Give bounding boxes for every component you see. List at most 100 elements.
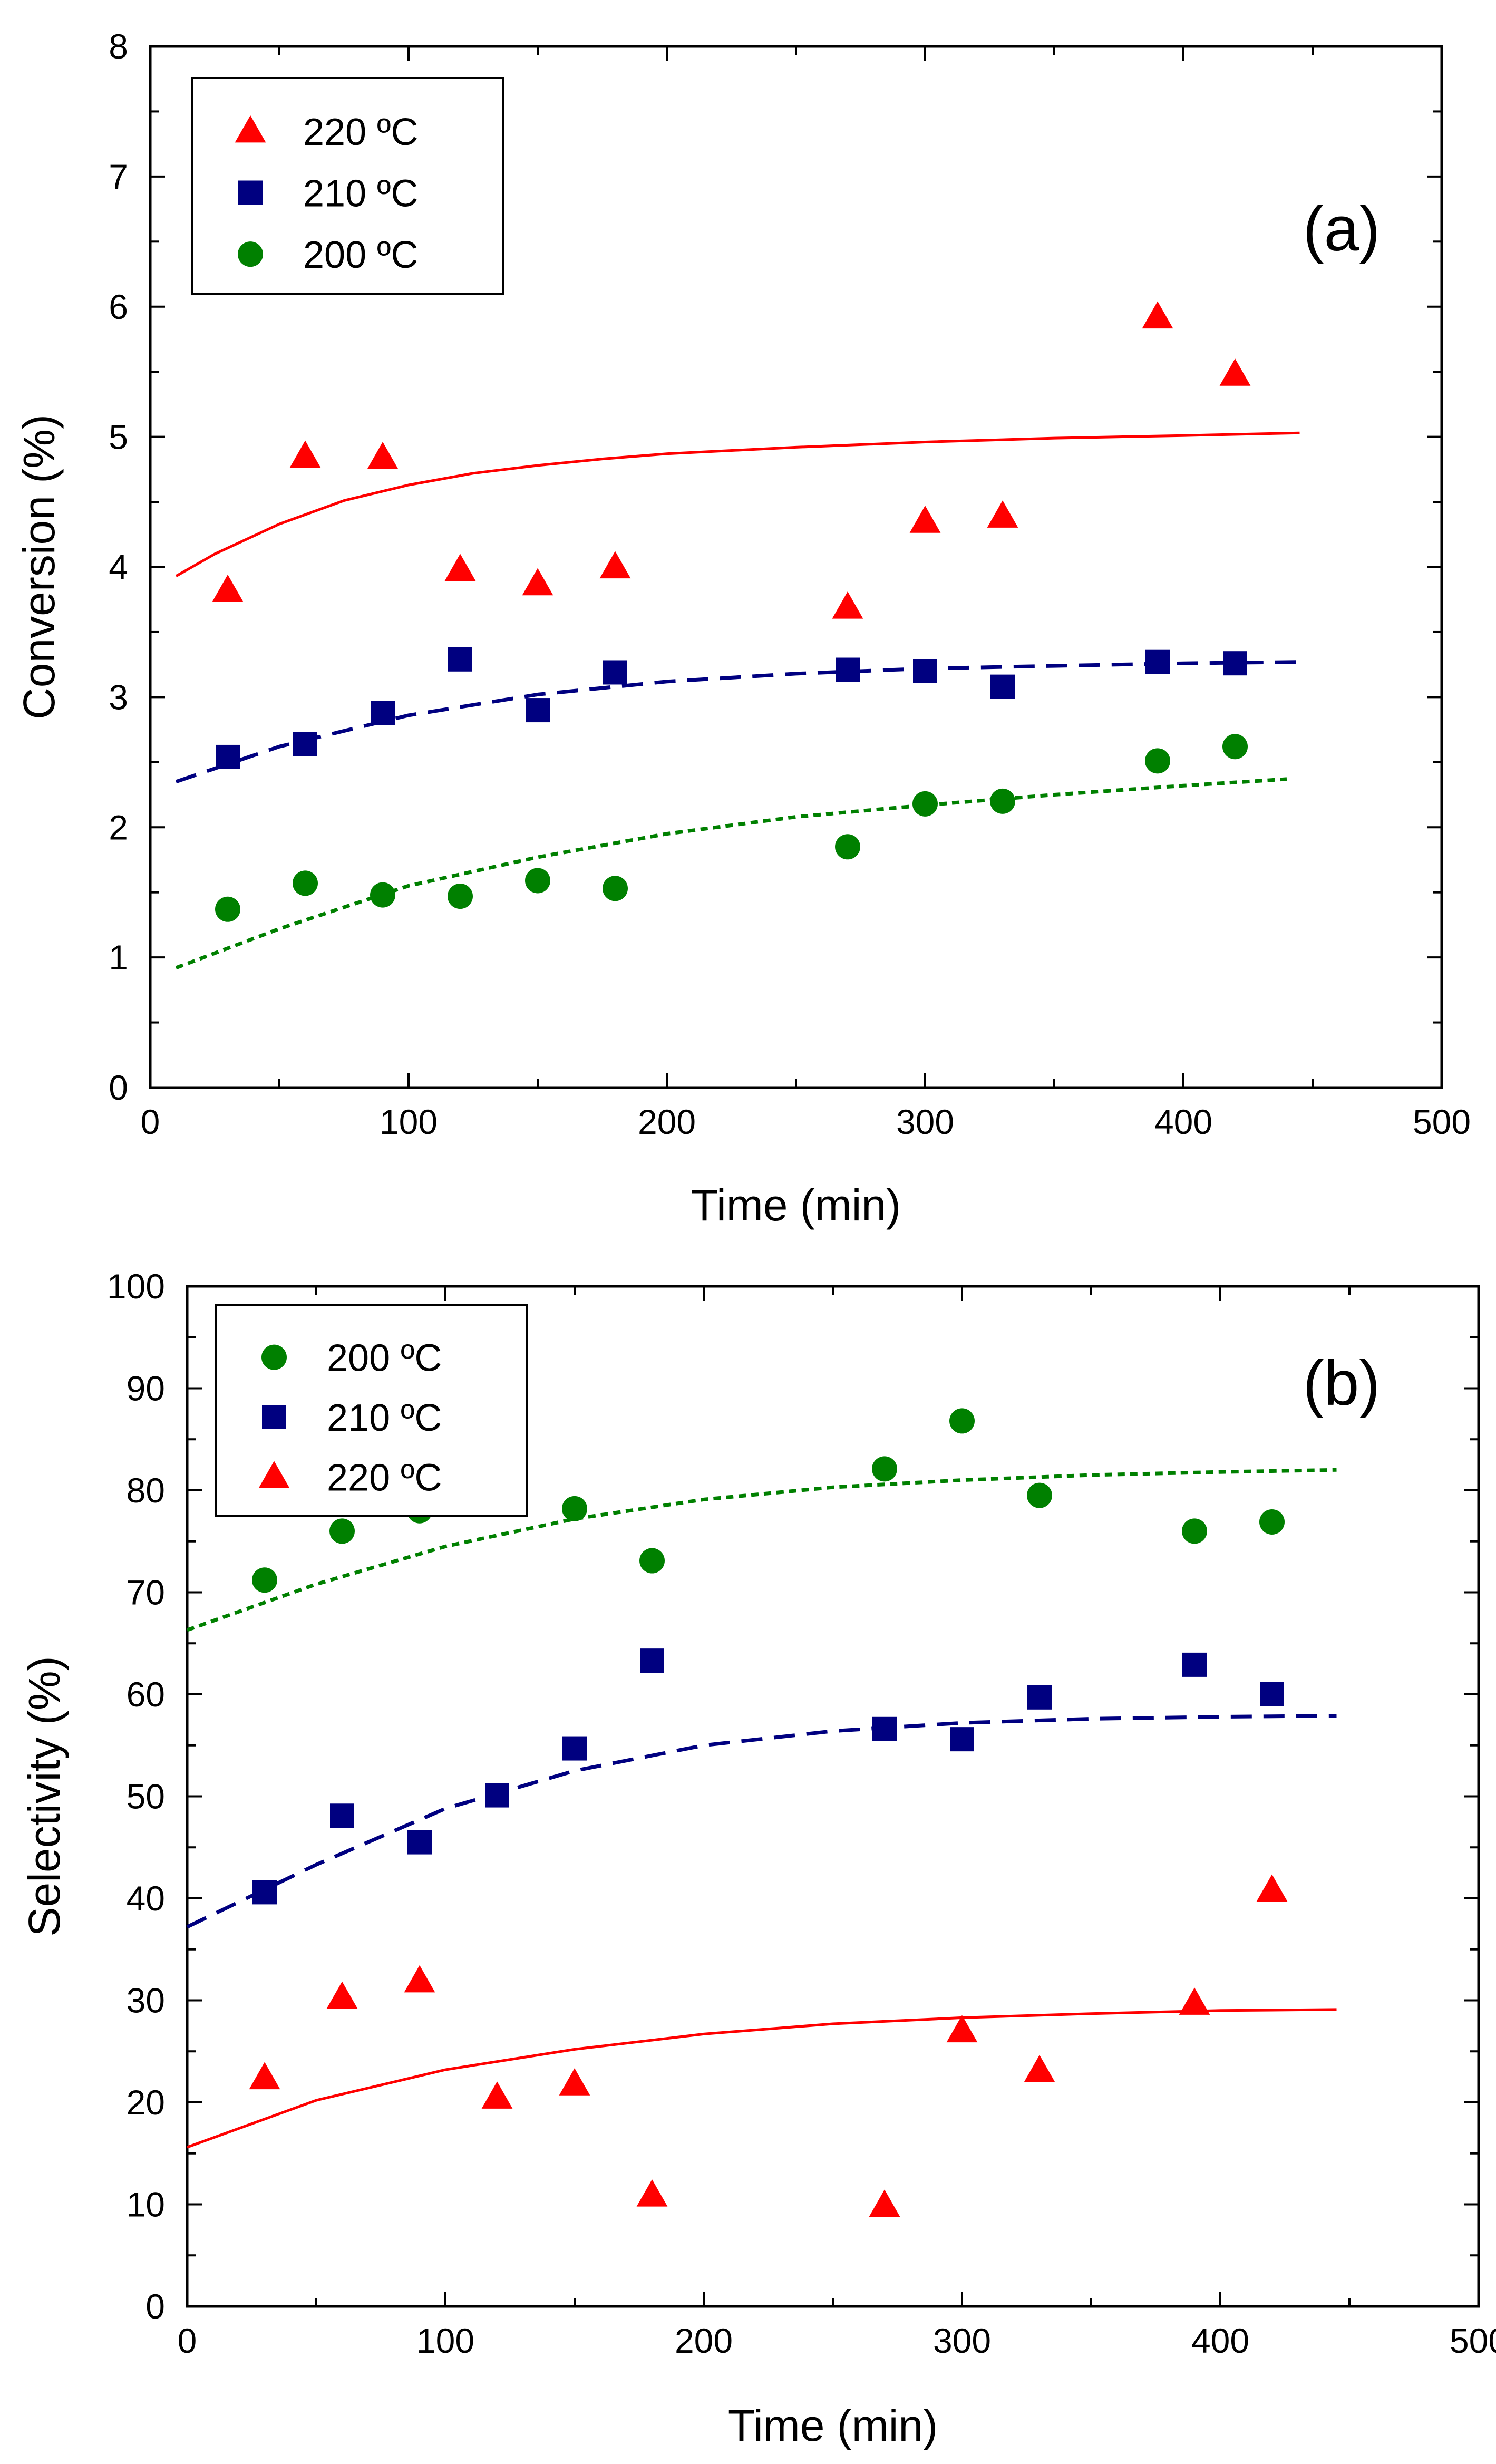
y-tick-label: 3 [109, 677, 128, 716]
series-square [175, 647, 1300, 784]
legend-marker [238, 180, 263, 205]
legend-marker [261, 1344, 287, 1370]
legend-label: 200 ºC [303, 234, 418, 276]
x-tick-label: 0 [178, 2321, 197, 2360]
series-square [186, 1648, 1337, 1929]
data-point [215, 896, 240, 922]
data-point [249, 2062, 280, 2090]
y-tick-label: 100 [107, 1267, 165, 1306]
data-point [407, 1830, 432, 1855]
data-point [252, 1567, 277, 1593]
data-point [836, 657, 860, 682]
panel-label: (b) [1303, 1348, 1381, 1419]
x-tick-label: 100 [380, 1102, 438, 1141]
data-point [1260, 1682, 1284, 1706]
data-point [949, 1408, 975, 1434]
series-triangle [175, 301, 1300, 619]
x-tick-label: 300 [933, 2321, 991, 2360]
y-axis-label: Conversion (%) [14, 414, 64, 720]
data-point [293, 732, 317, 756]
data-point [1027, 1482, 1052, 1508]
x-tick-label: 0 [141, 1102, 160, 1141]
data-point [404, 1965, 435, 1993]
series-circle [175, 734, 1287, 970]
y-tick-label: 80 [127, 1471, 165, 1510]
data-point [216, 744, 240, 769]
fit-line [186, 1714, 1337, 1929]
data-point [1182, 1518, 1207, 1544]
y-tick-label: 20 [127, 2083, 165, 2122]
data-point [832, 591, 863, 619]
data-point [525, 868, 550, 894]
y-tick-label: 8 [109, 27, 128, 66]
x-tick-label: 500 [1413, 1102, 1471, 1141]
x-axis-label: Time (min) [728, 2401, 938, 2450]
data-point [869, 2189, 900, 2217]
data-point [1179, 1987, 1210, 2015]
data-point [444, 554, 476, 581]
data-point [636, 2179, 668, 2207]
panel-label: (a) [1303, 193, 1381, 264]
data-point [1027, 1685, 1052, 1710]
legend: 200 ºC 210 ºC 220 ºC [215, 1304, 528, 1517]
data-point [1259, 1509, 1285, 1535]
legend-marker [262, 1405, 286, 1429]
y-tick-label: 70 [127, 1573, 165, 1612]
y-tick-label: 5 [109, 418, 128, 457]
chart-b-selectivity: 0 100 200 300 400 500 0 10 20 30 40 50 60 70 80 90 100 Ti… [20, 1267, 1496, 2450]
legend: 220 ºC 210 ºC 200 ºC [191, 77, 504, 295]
x-tick-label: 100 [416, 2321, 474, 2360]
y-tick-label: 0 [109, 1068, 128, 1107]
data-point [640, 1648, 664, 1673]
x-tick-label: 300 [896, 1102, 954, 1141]
fit-line [186, 1468, 1337, 1632]
fit-line [187, 2008, 1337, 2149]
data-point [326, 1981, 358, 2009]
data-point [448, 884, 473, 909]
legend-label: 200 ºC [327, 1337, 442, 1380]
data-point [987, 500, 1018, 528]
data-point [990, 674, 1015, 699]
legend-marker [238, 241, 263, 267]
y-tick-label: 10 [127, 2185, 165, 2224]
data-point [1222, 734, 1248, 760]
y-tick-label: 4 [109, 548, 128, 587]
legend-label: 210 ºC [303, 173, 418, 215]
data-point [212, 574, 244, 602]
data-point [603, 660, 627, 685]
legend-label: 220 ºC [303, 111, 418, 153]
data-point [448, 647, 472, 672]
data-point [252, 1880, 277, 1905]
x-tick-label: 400 [1191, 2321, 1249, 2360]
series-triangle [187, 1874, 1337, 2217]
y-tick-label: 1 [109, 938, 128, 977]
data-point [835, 834, 860, 860]
y-axis-label: Selectivity (%) [20, 1656, 69, 1936]
legend-marker [235, 115, 266, 143]
y-tick-label: 7 [109, 157, 128, 196]
data-point [1256, 1874, 1288, 1902]
fit-line [175, 431, 1300, 577]
data-point [913, 659, 937, 683]
fit-line [175, 777, 1287, 970]
data-point [371, 701, 395, 725]
fit-line [175, 660, 1300, 784]
data-point [1142, 301, 1173, 329]
x-axis-label: Time (min) [691, 1180, 901, 1230]
y-tick-label: 6 [109, 287, 128, 326]
data-point [330, 1803, 354, 1828]
y-tick-label: 90 [127, 1369, 165, 1408]
data-point [1145, 649, 1170, 674]
data-point [909, 506, 941, 533]
data-point [562, 1496, 587, 1521]
y-tick-label: 40 [127, 1879, 165, 1918]
data-point [872, 1456, 897, 1482]
data-point [526, 698, 550, 723]
data-point [872, 1716, 897, 1741]
data-point [599, 551, 631, 579]
data-point [367, 442, 399, 469]
legend-label: 220 ºC [327, 1457, 442, 1499]
data-point [946, 2015, 978, 2043]
data-point [639, 1548, 665, 1574]
y-tick-label: 50 [127, 1777, 165, 1816]
